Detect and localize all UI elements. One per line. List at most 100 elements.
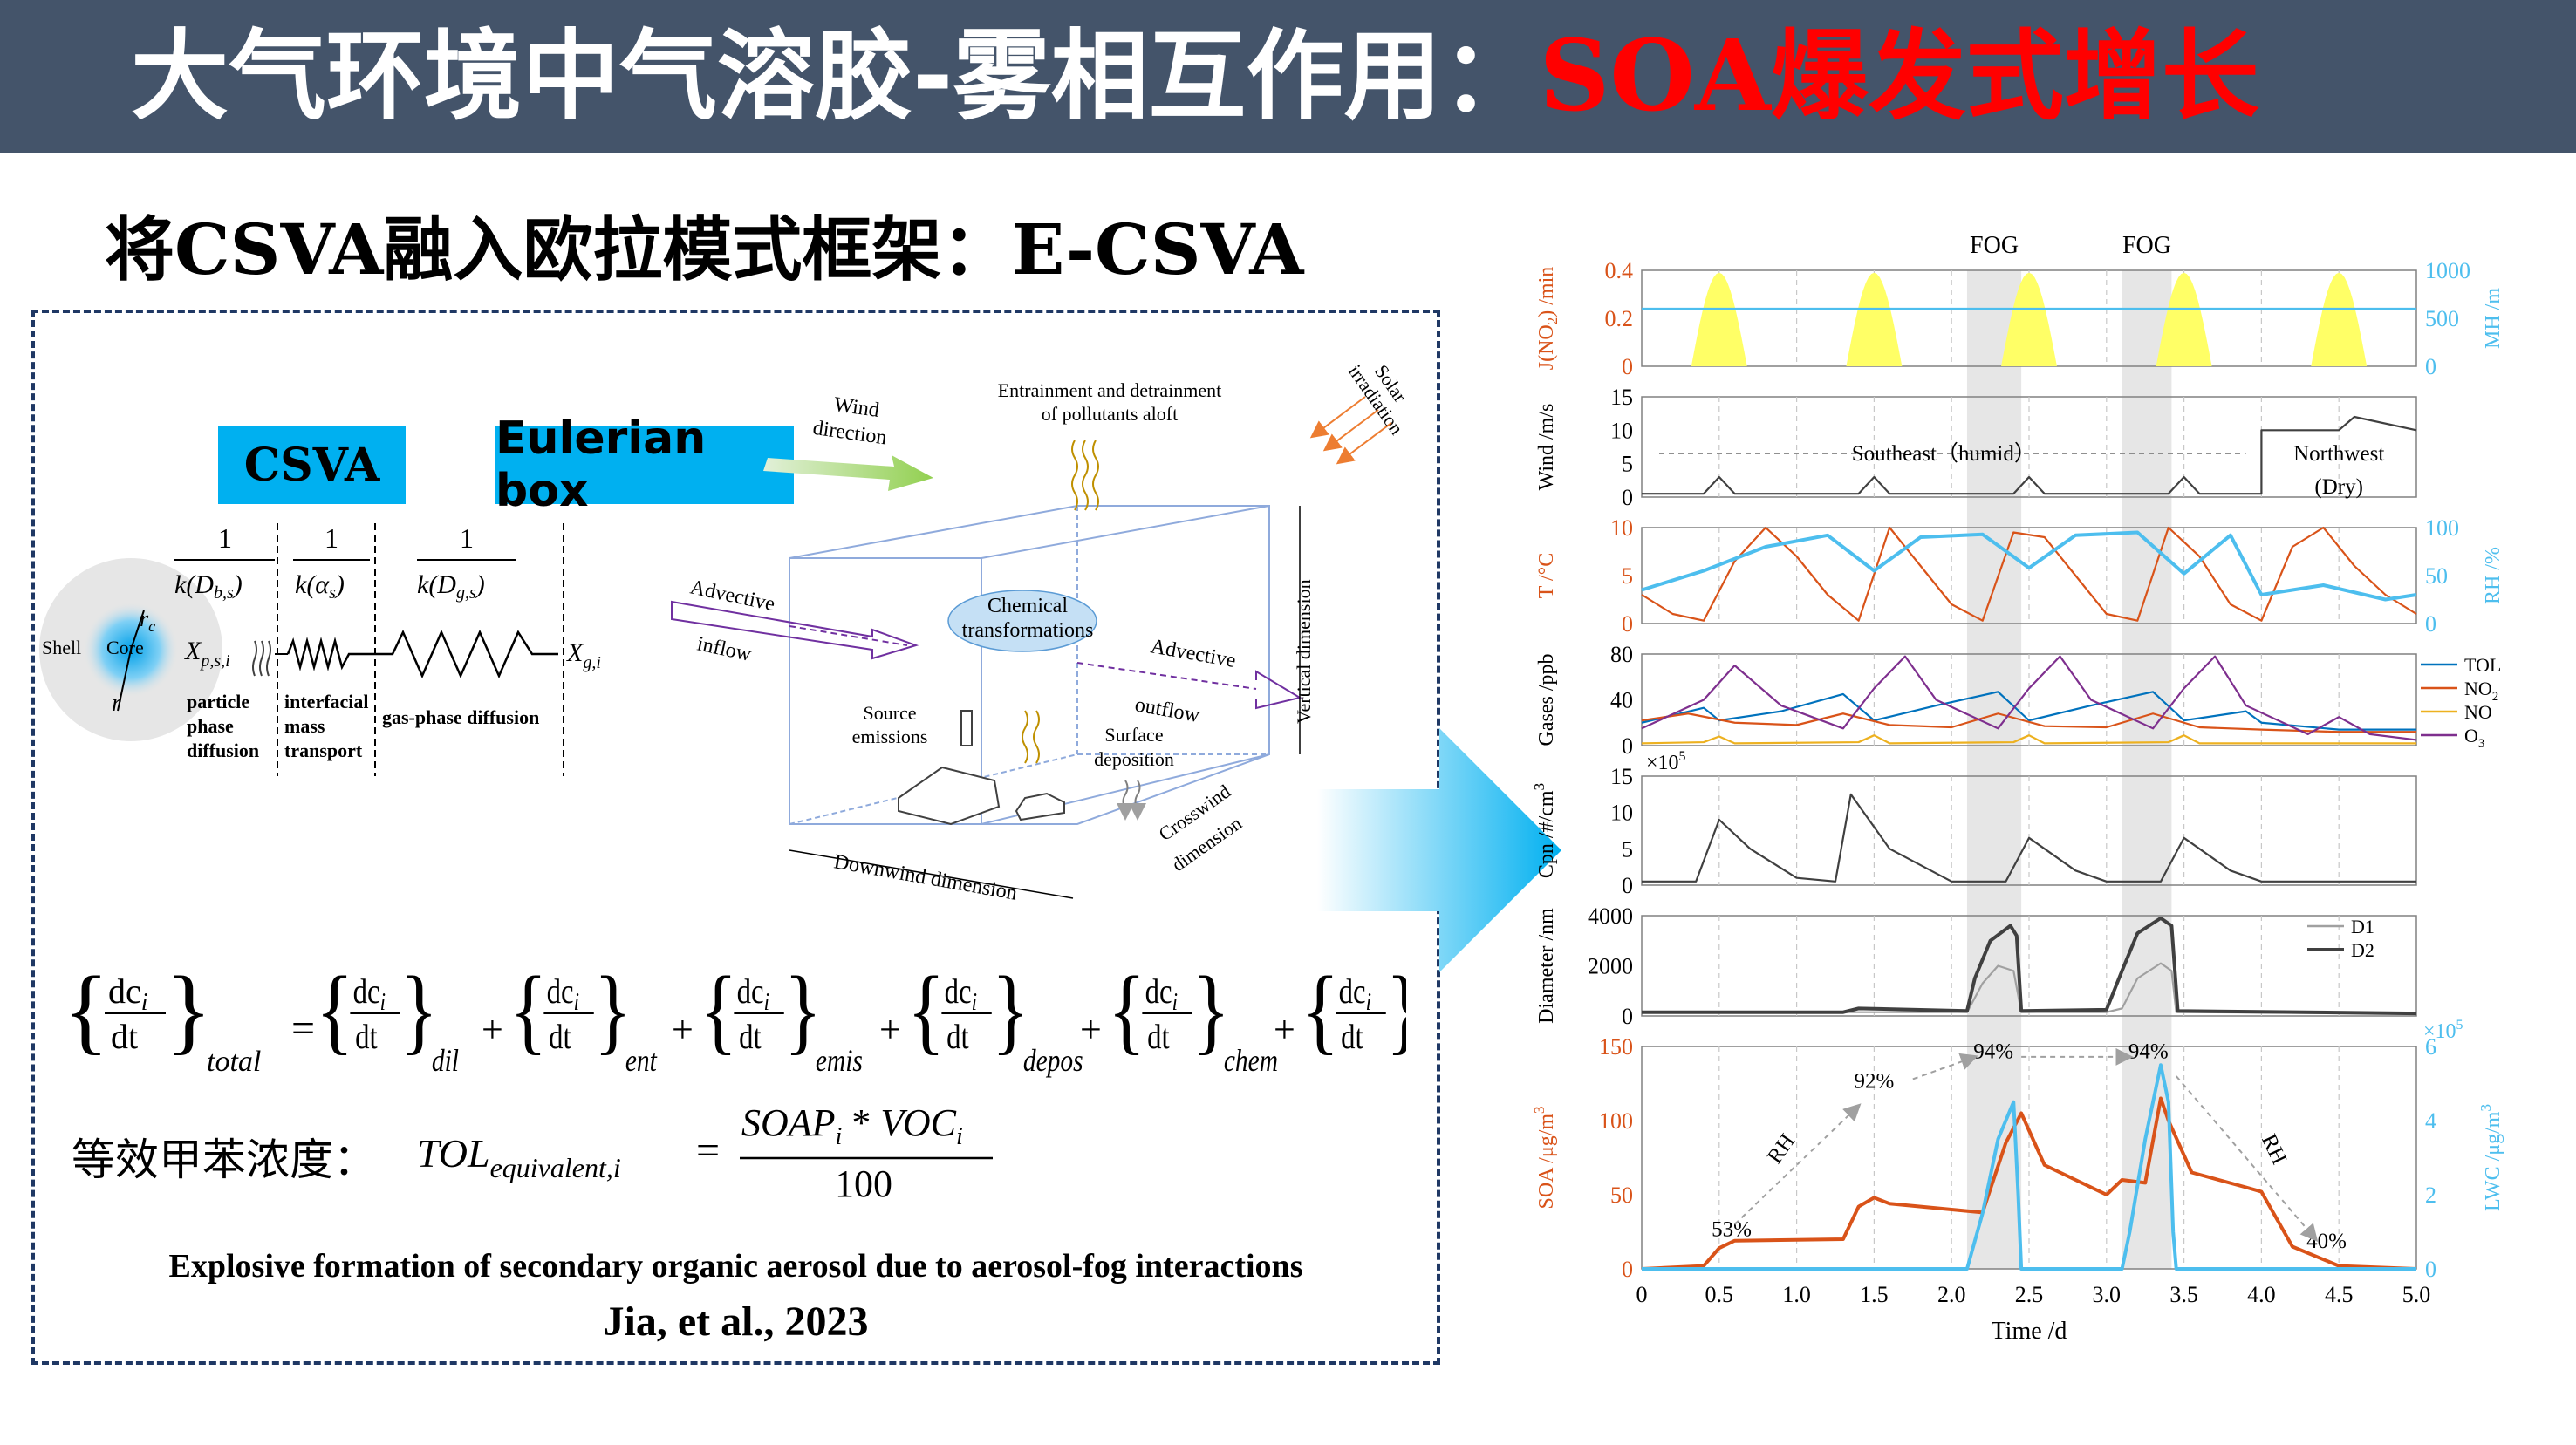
x-tick-label: 5.0: [2402, 1282, 2431, 1307]
y-tick-label: 0: [1622, 733, 1633, 759]
term-subscript: emis: [816, 1044, 863, 1078]
series-D2: [1642, 916, 2417, 1016]
x-tick-label: 2.0: [1937, 1282, 1966, 1307]
svg-text:+: +: [879, 1008, 901, 1051]
axis-multiplier: ×105: [1646, 749, 1686, 774]
y-tick-label-right: 50: [2425, 563, 2448, 589]
series-T: [1641, 526, 2417, 622]
svg-text:=: =: [696, 1128, 720, 1174]
series-SOA: [1641, 1096, 2417, 1271]
y-tick-label: 0: [1622, 611, 1633, 637]
y-tick-label: 150: [1599, 1034, 1633, 1060]
x-tick-label: 1.0: [1782, 1282, 1811, 1307]
y-axis-label-right: MH /m: [2482, 288, 2504, 349]
y-tick-label: 0: [1622, 485, 1633, 510]
y-axis-label: Diameter /nm: [1535, 908, 1558, 1024]
eulerian-box-tag: Eulerian box: [495, 412, 794, 517]
term-subscript: ent: [625, 1044, 658, 1078]
y-tick-label: 2000: [1588, 954, 1633, 979]
fog-band: [2122, 270, 2172, 1269]
x-tick-label: 3.0: [2093, 1282, 2122, 1307]
annotation-rh-53: 53%: [1712, 1218, 1752, 1242]
svg-text:}: }: [166, 959, 212, 1063]
y-tick-label-right: 6: [2425, 1034, 2436, 1060]
svg-text:=: =: [291, 1005, 315, 1052]
legend-label: D1: [2351, 916, 2374, 937]
svg-text:dci: dci: [945, 971, 977, 1016]
title-main: 大气环境中气溶胶-雾相互作用：: [131, 20, 1540, 133]
title-highlight: SOA爆发式增长: [1539, 19, 2259, 133]
svg-text:{: {: [63, 959, 109, 1063]
y-tick-label: 10: [1610, 418, 1633, 443]
y-axis-label-right: LWC /μg/m3: [2477, 1104, 2504, 1211]
svg-text:+: +: [1080, 1008, 1102, 1051]
annotation-northwest: Northwest: [2293, 442, 2384, 466]
panel-jno2_mh: 0 0.2 0.4 0 500 1000 J(NO2) /min MH /m: [1535, 258, 2504, 379]
svg-text:dci: dci: [108, 971, 148, 1016]
y-tick-label-right: 4: [2425, 1108, 2436, 1134]
svg-text:}: }: [594, 959, 632, 1063]
x-tick-label: 1.5: [1860, 1282, 1889, 1307]
series-D1: [1642, 962, 2417, 1015]
svg-text:}: }: [400, 959, 438, 1063]
y-tick-label-right: 1000: [2425, 258, 2470, 283]
solar-area: [2311, 272, 2368, 366]
y-tick-label: 40: [1610, 688, 1633, 713]
slide-subtitle: 将CSVA融入欧拉模式框架：E-CSVA: [105, 208, 1304, 290]
title-bar: 大气环境中气溶胶-雾相互作用：SOA爆发式增长: [0, 0, 2576, 153]
svg-text:}: }: [1192, 959, 1230, 1063]
annotation-southeast: Southeast（humid）: [1852, 441, 2036, 466]
solar-area: [2156, 272, 2212, 366]
y-tick-label: 5: [1622, 452, 1633, 477]
series-Wind: [1642, 415, 2417, 495]
svg-text:dci: dci: [737, 971, 769, 1016]
y-tick-label-right: 100: [2425, 515, 2459, 541]
solar-area: [1691, 272, 1747, 366]
svg-text:}: }: [992, 959, 1029, 1063]
y-tick-label: 0: [1622, 1257, 1633, 1282]
fog-label: FOG: [1970, 232, 2019, 259]
panel-cpn: 0 5 10 15 Cpn /#/cm3 ×105: [1531, 749, 2417, 898]
x-tick-label: 0: [1636, 1282, 1648, 1307]
svg-text:dt: dt: [549, 1017, 571, 1056]
y-tick-label-right: 0: [2425, 611, 2436, 637]
y-tick-label: 0: [1622, 873, 1633, 898]
svg-text:+: +: [482, 1008, 503, 1051]
x-tick-label: 4.5: [2325, 1282, 2354, 1307]
y-tick-label-right: 2: [2425, 1183, 2436, 1208]
svg-text:+: +: [672, 1008, 694, 1051]
series-NO2: [1641, 712, 2416, 733]
citation-author: Jia, et al., 2023: [603, 1298, 869, 1345]
annotation-dry: (Dry): [2314, 475, 2363, 499]
y-tick-label: 0: [1622, 1004, 1633, 1029]
x-axis-label: Time /d: [1992, 1318, 2067, 1345]
legend-label: NO: [2464, 701, 2492, 723]
svg-text:{: {: [1108, 959, 1145, 1063]
svg-text:dt: dt: [946, 1017, 969, 1056]
citation-title: Explosive formation of secondary organic…: [168, 1248, 1303, 1285]
svg-text:+: +: [1274, 1008, 1295, 1051]
annotation-rh-94b: 94%: [2128, 1040, 2169, 1064]
axis-multiplier-right: ×105: [2423, 1018, 2463, 1043]
x-tick-label: 3.5: [2169, 1282, 2198, 1307]
y-tick-label: 10: [1610, 515, 1633, 541]
y-axis-label: Cpn /#/cm3: [1531, 783, 1558, 878]
svg-text:{: {: [1302, 959, 1339, 1063]
svg-text:dt: dt: [1341, 1017, 1363, 1056]
y-tick-label-right: 500: [2425, 306, 2459, 331]
series-TOL: [1641, 691, 2416, 731]
svg-text:TOLequivalent,i: TOLequivalent,i: [417, 1131, 621, 1183]
y-tick-label: 0.2: [1605, 306, 1634, 331]
term-subscript: chem: [1224, 1044, 1278, 1078]
y-tick-label: 0: [1622, 354, 1633, 379]
equivalent-toluene-equation: TOLequivalent,i = SOAPi * VOCi 100: [417, 1101, 993, 1205]
